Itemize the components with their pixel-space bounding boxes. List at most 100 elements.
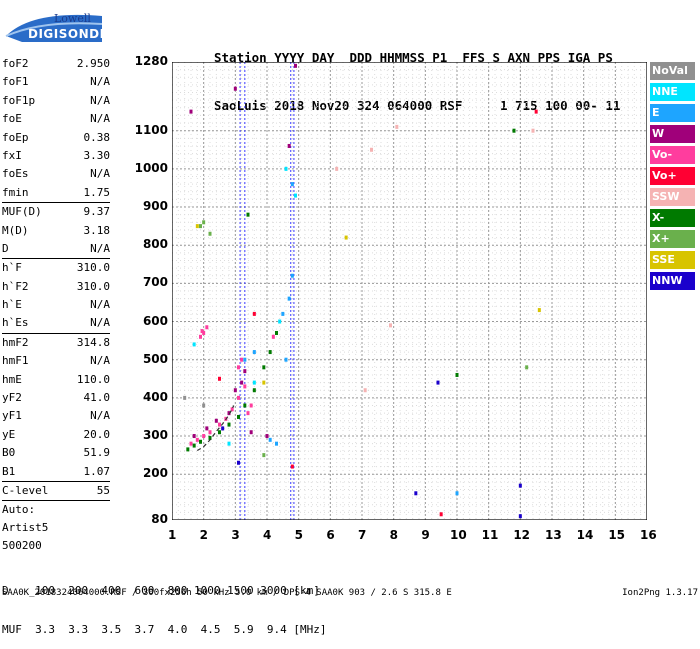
echo-point — [243, 384, 247, 389]
param-label: foF1 — [2, 75, 29, 89]
legend-item: W — [650, 125, 695, 143]
echo-point — [414, 491, 418, 496]
echo-point — [192, 443, 196, 448]
echo-point — [262, 365, 266, 370]
echo-point — [192, 342, 196, 347]
echo-point — [199, 334, 202, 339]
param-value: 1.07 — [83, 464, 111, 478]
echo-point — [531, 128, 535, 133]
echo-point — [214, 418, 218, 423]
autoscaling-line: Auto: — [2, 503, 36, 517]
legend-item: X- — [650, 209, 695, 227]
frequency-markers — [239, 62, 295, 520]
legend-item: NNW — [650, 272, 695, 290]
echo-point — [534, 109, 538, 114]
echo-point — [252, 388, 256, 393]
x-tick-label: 8 — [389, 528, 399, 542]
echo-point — [233, 388, 237, 393]
param-value: 2.950 — [76, 57, 110, 70]
param-label: hmE — [2, 372, 22, 386]
echo-point — [265, 434, 269, 439]
echo-point — [252, 380, 256, 385]
echo-point — [287, 143, 291, 148]
param-value: 310.0 — [76, 261, 110, 275]
footer-file-info: SAA0K_2018324064000.RSF / 300fx256h 50 k… — [2, 588, 452, 598]
x-tick-label: 10 — [450, 528, 467, 542]
autoscaling-info: Auto: Artist5 500200 — [2, 501, 110, 555]
param-label: yE — [2, 427, 16, 441]
echo-point — [202, 220, 206, 225]
echo-point — [287, 296, 291, 301]
param-value: N/A — [90, 241, 110, 255]
param-separator — [2, 258, 110, 260]
logo-swoosh-icon — [5, 14, 103, 42]
station-header: Station YYYY DAY DDD HHMMSS P1 FFS S AXN… — [214, 18, 620, 130]
echo-point — [537, 308, 541, 313]
x-tick-label: 4 — [263, 528, 272, 542]
param-row: yF1 N/A — [2, 407, 110, 425]
echo-point — [271, 334, 275, 339]
logo-text-digisonde: DIGISONDE — [28, 27, 109, 41]
param-label: foF1p — [2, 93, 36, 107]
echo-point — [237, 395, 240, 400]
param-label: hmF2 — [2, 335, 29, 349]
param-label: fmin — [2, 185, 29, 199]
param-row: fxI 3.30 — [2, 147, 110, 165]
param-value: N/A — [90, 75, 110, 89]
param-label: h`Es — [2, 316, 29, 330]
echo-point — [183, 395, 187, 400]
param-row: foF1 N/A — [2, 73, 110, 91]
echo-point — [240, 380, 244, 385]
echo-point — [186, 447, 190, 452]
autoscaled-trace — [196, 405, 235, 452]
param-label: foEp — [2, 130, 29, 144]
echo-point — [294, 63, 297, 68]
muf-distance-row: D 100 200 400 600 800 1000 1500 3000 [km… — [2, 584, 320, 597]
echo-point — [189, 441, 193, 446]
param-label: foEs — [2, 167, 29, 181]
x-tick-label: 12 — [513, 528, 531, 542]
param-value: N/A — [90, 93, 110, 107]
echo-point — [389, 323, 392, 328]
echo-point — [237, 414, 240, 419]
echo-point — [268, 437, 272, 442]
echo-point — [246, 411, 250, 416]
echo-point — [344, 235, 348, 240]
legend-item: SSE — [650, 251, 695, 269]
header-labels: Station YYYY DAY DDD HHMMSS P1 FFS S AXN… — [214, 50, 613, 65]
x-tick-label: 5 — [294, 528, 304, 542]
echo-point — [240, 357, 244, 362]
echo-point — [439, 512, 443, 517]
param-row: foEs N/A — [2, 165, 110, 183]
x-tick-label: 2 — [199, 528, 209, 542]
y-tick-label: 200 — [142, 466, 168, 481]
echo-point — [455, 491, 459, 496]
autoscaling-line: 500200 — [2, 539, 42, 553]
param-value: 3.18 — [83, 223, 111, 237]
param-label: MUF(D) — [2, 205, 42, 219]
echo-point — [208, 231, 212, 236]
echo-point — [192, 434, 196, 439]
echo-point — [249, 430, 253, 435]
echo-point — [199, 224, 202, 229]
param-value: 41.0 — [83, 391, 111, 405]
param-row: h`F 310.0 — [2, 259, 110, 277]
param-row: B1 1.07 — [2, 463, 110, 481]
param-value: N/A — [90, 298, 110, 312]
param-label: C-level — [2, 483, 49, 497]
param-row: h`E N/A — [2, 296, 110, 314]
echo-point — [233, 86, 237, 91]
legend-item: Vo- — [650, 146, 695, 164]
param-value: N/A — [90, 112, 110, 126]
y-tick-label: 700 — [142, 275, 168, 290]
echo-point — [200, 329, 204, 334]
echo-point — [237, 365, 240, 370]
x-tick-label: 6 — [326, 528, 335, 542]
param-value: 0.38 — [83, 130, 111, 144]
param-row: foE N/A — [2, 110, 110, 128]
echo-point — [189, 109, 193, 114]
param-value: 3.30 — [83, 148, 111, 162]
param-value: 9.37 — [83, 205, 111, 219]
param-label: foE — [2, 112, 22, 126]
echo-point — [512, 128, 516, 133]
